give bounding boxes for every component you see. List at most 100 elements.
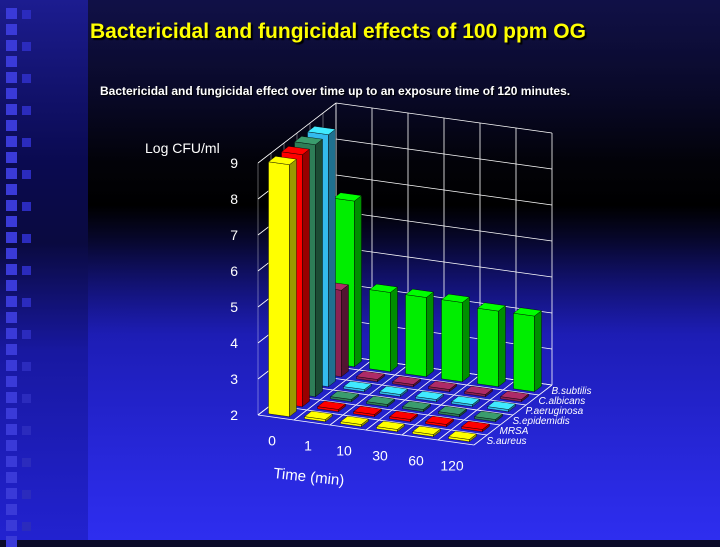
decorative-square	[6, 8, 17, 19]
bar-side-face	[328, 128, 336, 388]
bar-mrsa-60	[425, 415, 454, 428]
series-label: S.epidemidis	[513, 416, 570, 427]
bar-side-face	[302, 148, 310, 408]
bar-b-subtilis-120	[513, 307, 542, 393]
bar-top-face	[474, 410, 503, 420]
bar-top-face	[415, 390, 444, 400]
series-label: B.subtilis	[552, 386, 592, 397]
bar-c-albicans-10	[392, 375, 421, 388]
bar-p-aeruginosa-120	[487, 400, 516, 413]
decorative-square	[6, 152, 17, 163]
bar-side-face	[534, 310, 542, 393]
decorative-square	[6, 456, 17, 467]
bar-mrsa-1	[317, 400, 346, 413]
decorative-square	[22, 10, 31, 19]
decorative-square	[22, 138, 31, 147]
x-tick-label: 120	[440, 458, 464, 474]
bar-s-epidemidis-60	[438, 405, 467, 418]
decorative-square	[22, 266, 31, 275]
bar-top-face	[353, 405, 382, 415]
bar-front-face	[513, 312, 535, 392]
bar-top-face	[268, 156, 297, 165]
decorative-square	[6, 520, 17, 531]
decorative-square	[6, 56, 17, 67]
bar-top-face	[448, 430, 477, 440]
floor-gridline	[322, 364, 540, 396]
decorative-square	[22, 394, 31, 403]
bar-p-aeruginosa-1	[343, 380, 372, 393]
bar-top-face	[464, 385, 493, 395]
bar-side-face	[341, 284, 349, 378]
bar-front-face	[268, 161, 290, 417]
decorative-square	[6, 72, 17, 83]
bar-s-aureus-10	[340, 415, 369, 428]
bar-s-aureus-1	[304, 410, 333, 423]
bar-top-face	[330, 390, 359, 400]
bar-s-epidemidis-30	[402, 400, 431, 413]
bar-top-face	[513, 307, 542, 317]
decorative-square	[6, 232, 17, 243]
decorative-square	[6, 168, 17, 179]
bar-p-aeruginosa-60	[451, 395, 480, 408]
slide-subtitle: Bactericidal and fungicidal effect over …	[100, 84, 571, 98]
decorative-square	[22, 458, 31, 467]
decorative-square	[22, 362, 31, 371]
decorative-square	[6, 296, 17, 307]
decorative-square	[22, 522, 31, 531]
bar-top-face	[405, 288, 434, 298]
bar-side-face	[462, 296, 470, 383]
bar-top-face	[366, 395, 395, 405]
decorative-square	[6, 440, 17, 451]
bar-side-face	[498, 305, 506, 388]
bar-c-albicans-30	[428, 380, 457, 393]
floor-gridline	[283, 394, 501, 426]
floor-gridline	[270, 404, 488, 436]
decorative-square	[6, 88, 17, 99]
x-tick-label: 30	[372, 448, 388, 464]
x-axis-label: Time (min)	[273, 465, 345, 489]
y-tick-label: 4	[230, 335, 238, 351]
x-tick-label: 60	[408, 453, 424, 469]
bar-b-subtilis-10	[405, 288, 434, 378]
bar-top-face	[425, 415, 454, 425]
floor-gridline	[296, 384, 514, 416]
decorative-square	[6, 488, 17, 499]
bar-s-aureus-60	[412, 425, 441, 438]
decorative-square	[6, 248, 17, 259]
decorative-square	[6, 184, 17, 195]
bar-c-albicans-60	[464, 385, 493, 398]
x-tick-label: 10	[336, 443, 352, 459]
bar-top-face	[389, 410, 418, 420]
series-label: C.albicans	[539, 396, 586, 407]
decorative-square	[6, 344, 17, 355]
decorative-square	[22, 170, 31, 179]
bar-top-face	[412, 425, 441, 435]
decorative-square	[6, 424, 17, 435]
y-tick-label: 5	[230, 299, 238, 315]
y-tick-label: 8	[230, 191, 238, 207]
bar-top-face	[317, 400, 346, 410]
bar-mrsa-10	[353, 405, 382, 418]
decorative-square	[22, 202, 31, 211]
bar-front-face	[441, 299, 463, 382]
decorative-square	[6, 472, 17, 483]
bar-s-aureus-0	[268, 156, 297, 418]
x-tick-label: 1	[304, 438, 312, 454]
bar-top-face	[343, 380, 372, 390]
decorative-square	[22, 42, 31, 51]
decorative-square	[22, 490, 31, 499]
bar-b-subtilis-1	[369, 283, 398, 373]
y-tick-label: 6	[230, 263, 238, 279]
y-tick-label: 3	[230, 371, 238, 387]
bar-mrsa-30	[389, 410, 418, 423]
bar-side-face	[315, 138, 323, 398]
bar-front-face	[405, 294, 427, 377]
bar-top-face	[340, 415, 369, 425]
bar-top-face	[392, 375, 421, 385]
decorative-square	[6, 376, 17, 387]
decorative-square	[6, 328, 17, 339]
decorative-square	[6, 312, 17, 323]
bar-side-face	[354, 195, 362, 368]
x-tick-label: 0	[268, 433, 276, 449]
bar-s-aureus-120	[448, 430, 477, 443]
